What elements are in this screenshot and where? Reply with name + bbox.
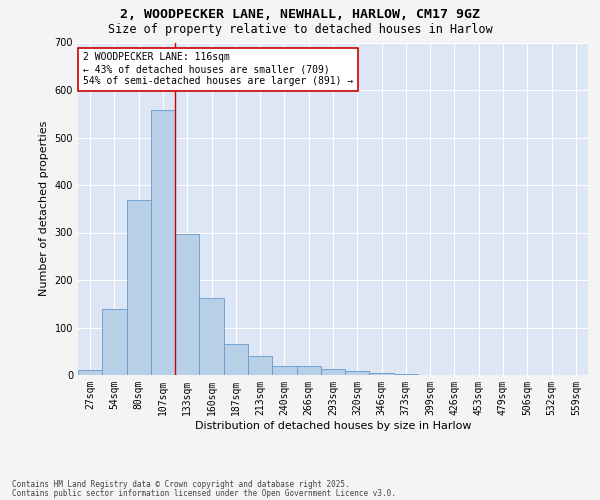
Text: Contains HM Land Registry data © Crown copyright and database right 2025.: Contains HM Land Registry data © Crown c… xyxy=(12,480,350,489)
Bar xyxy=(151,110,175,375)
Bar xyxy=(175,234,199,375)
Text: Size of property relative to detached houses in Harlow: Size of property relative to detached ho… xyxy=(107,22,493,36)
Text: Contains public sector information licensed under the Open Government Licence v3: Contains public sector information licen… xyxy=(12,489,396,498)
Text: 2, WOODPECKER LANE, NEWHALL, HARLOW, CM17 9GZ: 2, WOODPECKER LANE, NEWHALL, HARLOW, CM1… xyxy=(120,8,480,20)
Text: 2 WOODPECKER LANE: 116sqm
← 43% of detached houses are smaller (709)
54% of semi: 2 WOODPECKER LANE: 116sqm ← 43% of detac… xyxy=(83,52,353,86)
Bar xyxy=(127,200,151,375)
Y-axis label: Number of detached properties: Number of detached properties xyxy=(39,121,49,296)
Bar xyxy=(272,366,296,375)
Bar xyxy=(394,374,418,375)
Bar xyxy=(248,356,272,375)
X-axis label: Distribution of detached houses by size in Harlow: Distribution of detached houses by size … xyxy=(195,420,471,430)
Bar xyxy=(224,344,248,375)
Bar xyxy=(321,369,345,375)
Bar xyxy=(102,310,127,375)
Bar xyxy=(78,370,102,375)
Bar xyxy=(370,373,394,375)
Bar xyxy=(345,371,370,375)
Bar xyxy=(199,298,224,375)
Bar xyxy=(296,366,321,375)
